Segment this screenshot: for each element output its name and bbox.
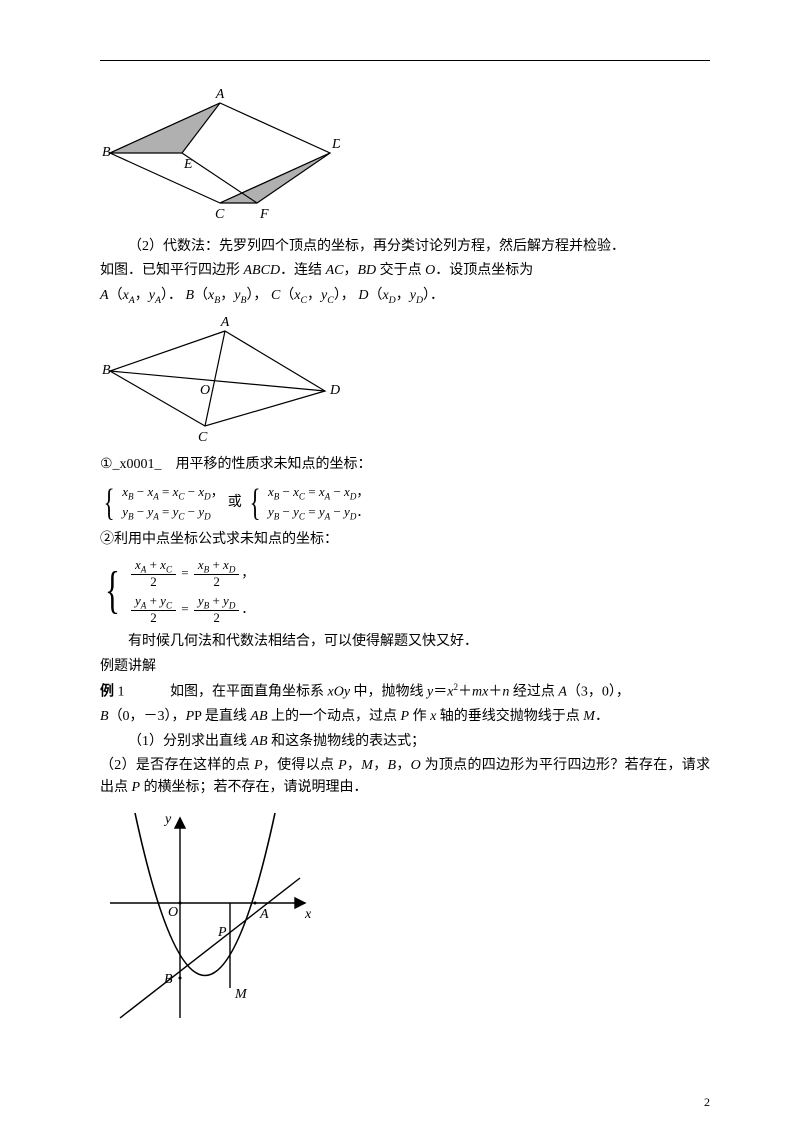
label-A: A xyxy=(215,88,225,102)
label3-M: M xyxy=(234,987,248,1002)
question-2: （2）是否存在这样的点 P，使得以点 P，M，B，O 为顶点的四边形为平行四边形… xyxy=(100,755,710,800)
label2-O: O xyxy=(200,383,210,398)
example-1-cont: B（0，－3），PP 是直线 AB 上的一个动点，过点 P 作 x 轴的垂线交抛… xyxy=(100,706,710,728)
label2-D: D xyxy=(329,383,340,398)
para-vertex-coords: A（xA，yA）． B（xB，yB）， C（xC，yC）， D（xD，yD）． xyxy=(100,285,710,308)
label-F: F xyxy=(259,207,269,222)
page: A B E D C F （2）代数法：先罗列四个顶点的坐标，再分类讨论列方程，然… xyxy=(0,0,800,1132)
figure-parallelogram-shaded: A B E D C F xyxy=(100,88,340,228)
label-C: C xyxy=(215,207,225,222)
figure-parabola-line: y x O A B P M xyxy=(100,808,320,1028)
main-content: A B E D C F （2）代数法：先罗列四个顶点的坐标，再分类讨论列方程，然… xyxy=(100,60,710,1028)
equation-midpoint: { xA + xC2 = xB + xD2， yA + yC2 = yB + y… xyxy=(100,558,710,626)
section-midpoint: ②利用中点坐标公式求未知点的坐标： xyxy=(100,529,710,551)
header-rule xyxy=(100,60,710,61)
label3-P: P xyxy=(217,925,227,940)
label2-A: A xyxy=(220,316,230,330)
para-combine-methods: 有时候几何法和代数法相结合，可以使得解题又快又好． xyxy=(100,631,710,653)
para-algebraic-method: （2）代数法：先罗列四个顶点的坐标，再分类讨论列方程，然后解方程并检验． xyxy=(100,236,710,258)
label3-A: A xyxy=(259,907,269,922)
label3-x: x xyxy=(304,907,312,922)
figure-parallelogram-diagonals: A B C D O xyxy=(100,316,340,446)
page-number: 2 xyxy=(704,1093,710,1112)
label3-O: O xyxy=(168,905,178,920)
equation-translation: { xB − xA = xC − xD， yB − yA = yC − yD 或… xyxy=(100,483,710,524)
section-translation: ①_x0001_ 用平移的性质求未知点的坐标： xyxy=(100,454,710,476)
label2-B: B xyxy=(102,363,111,378)
label3-y: y xyxy=(163,812,172,827)
question-1: （1）分别求出直线 AB 和这条抛物线的表达式； xyxy=(100,731,710,753)
para-given-parallelogram: 如图．已知平行四边形 ABCD．连结 AC，BD 交于点 O．设顶点坐标为 xyxy=(100,260,710,282)
heading-examples: 例题讲解 xyxy=(100,656,710,678)
label-E: E xyxy=(183,157,193,172)
label-D: D xyxy=(331,137,340,152)
label3-B: B xyxy=(164,972,173,987)
example-1: 例 1 如图，在平面直角坐标系 xOy 中，抛物线 y＝x2＋mx＋n 经过点 … xyxy=(100,680,710,704)
label-B: B xyxy=(102,145,111,160)
label2-C: C xyxy=(198,430,208,445)
